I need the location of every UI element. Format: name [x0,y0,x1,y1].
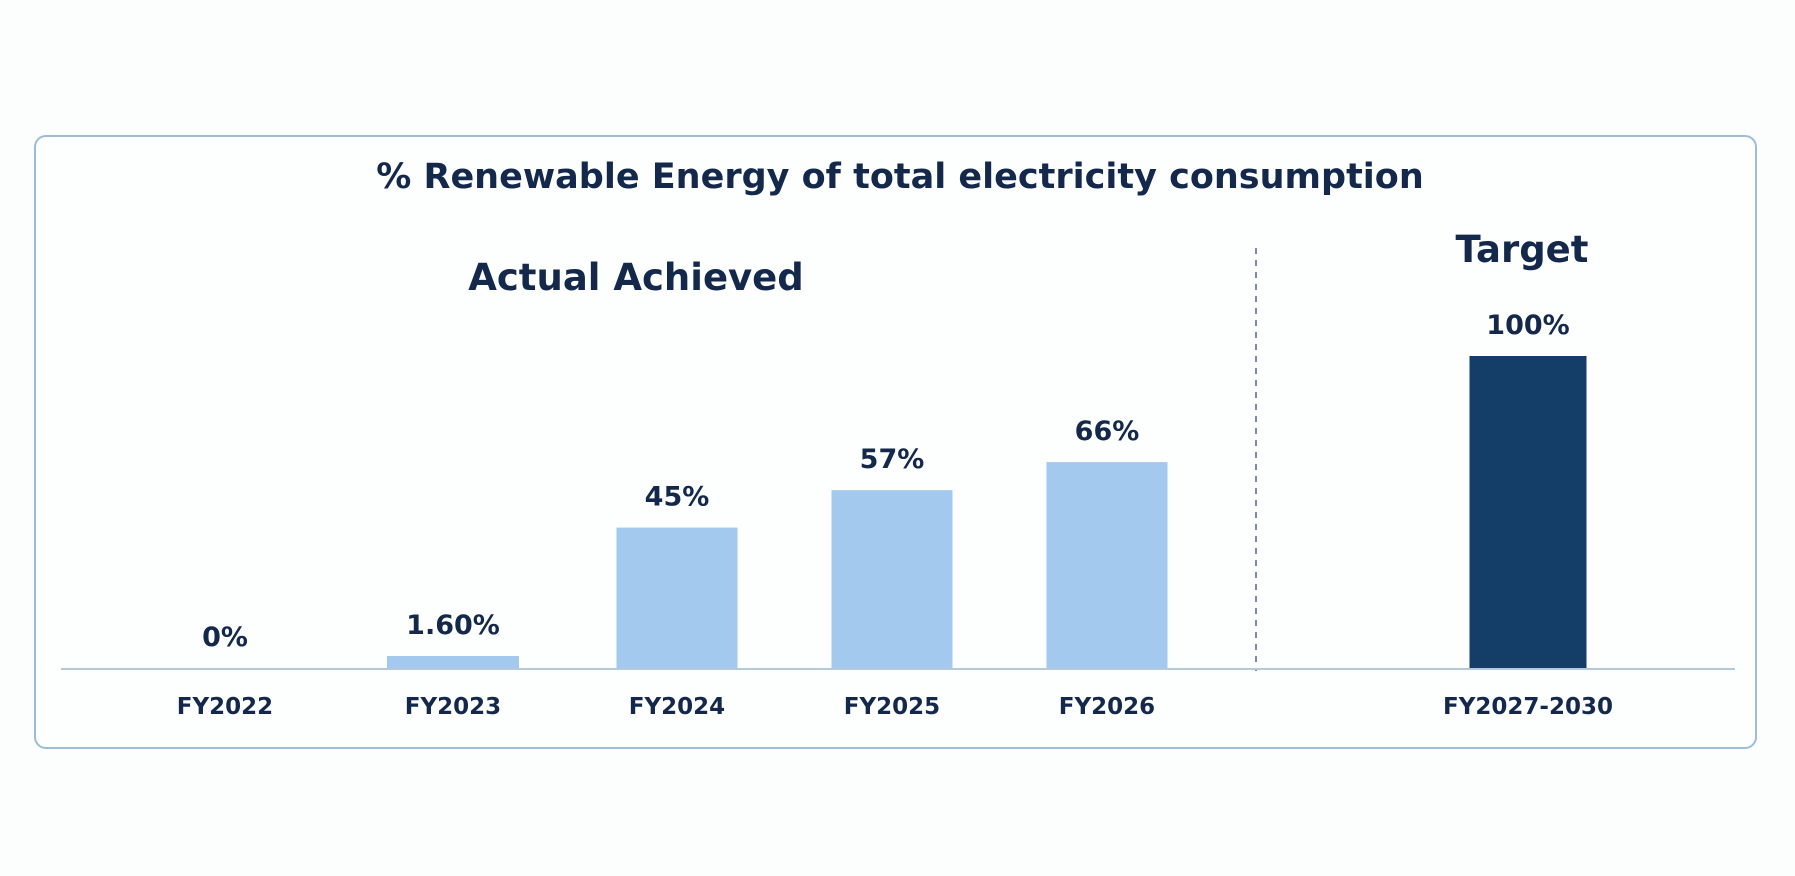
value-label-fy2023: 1.60% [406,610,500,641]
bar-fy2024 [616,527,738,668]
value-label-fy2026: 66% [1075,416,1140,447]
category-label-fy2024: FY2024 [629,694,725,720]
bar-fy2027-2030 [1469,356,1587,668]
category-label-fy2026: FY2026 [1059,694,1155,720]
value-label-fy2027-2030: 100% [1486,310,1569,341]
target-label: Target [1456,228,1589,271]
category-label-fy2027-2030: FY2027-2030 [1443,694,1613,720]
category-label-fy2023: FY2023 [405,694,501,720]
actual-achieved-label: Actual Achieved [468,256,804,299]
value-label-fy2025: 57% [860,444,925,475]
bar-fy2023 [387,656,519,668]
category-label-fy2025: FY2025 [844,694,940,720]
value-label-fy2022: 0% [202,622,248,653]
bar-fy2026 [1046,462,1168,668]
category-label-fy2022: FY2022 [177,694,273,720]
value-label-fy2024: 45% [645,482,710,513]
chart-title: % Renewable Energy of total electricity … [376,157,1424,197]
bar-fy2025 [831,490,953,668]
